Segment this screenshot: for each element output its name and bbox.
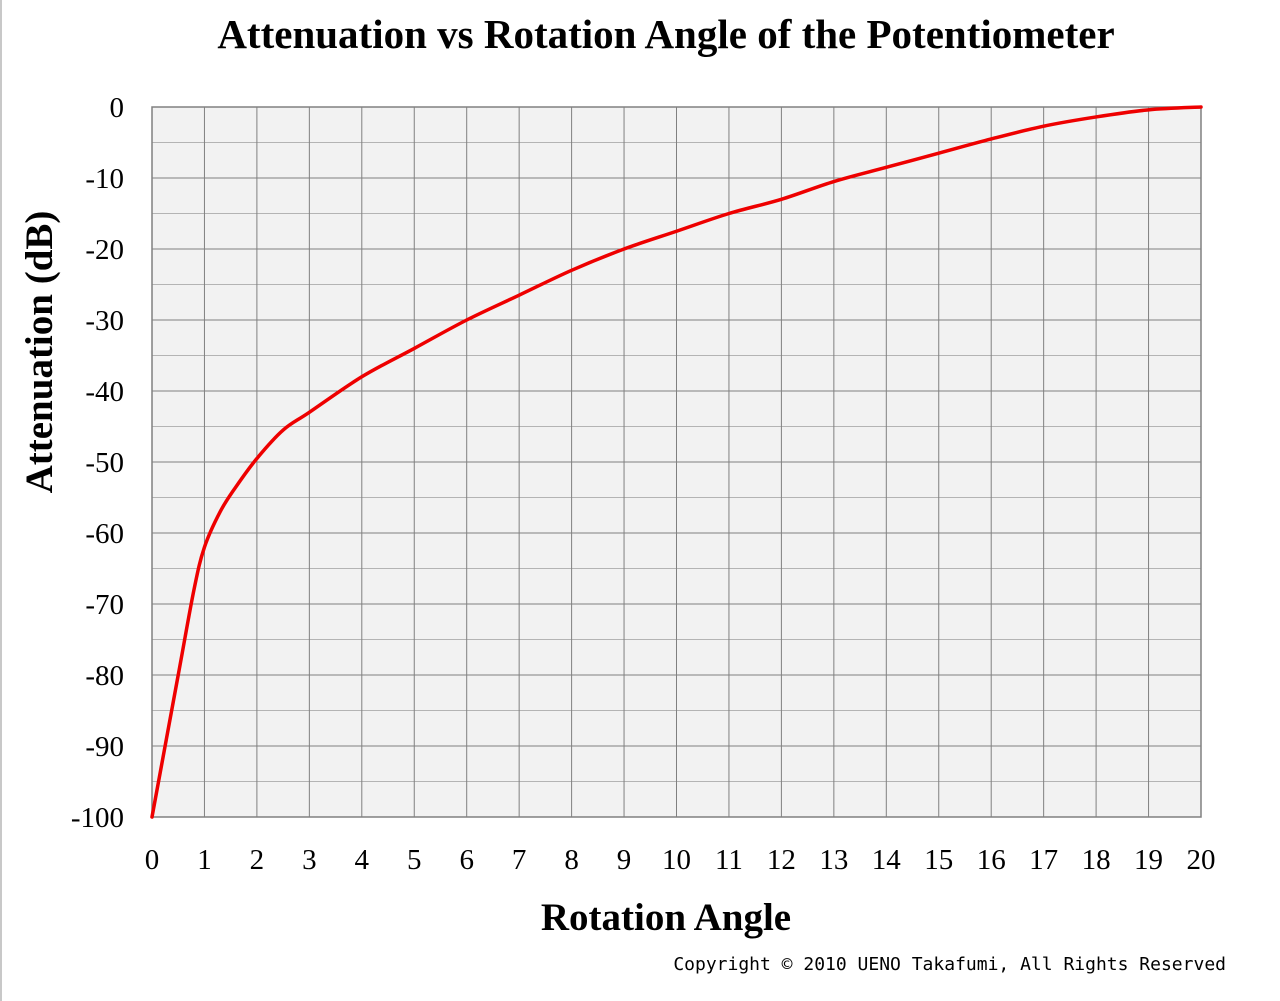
plot-frame: [151, 106, 1202, 818]
x-tick-label: 20: [1187, 844, 1216, 876]
x-tick-label: 1: [197, 844, 212, 876]
y-tick-label: -50: [85, 447, 124, 479]
x-tick-label: 6: [459, 844, 474, 876]
y-tick-label: -30: [85, 305, 124, 337]
x-tick-label: 14: [872, 844, 902, 876]
x-tick-label: 11: [715, 844, 743, 876]
x-axis-title: Rotation Angle: [541, 896, 791, 939]
x-tick-label: 16: [977, 844, 1006, 876]
grid: [152, 107, 1201, 817]
x-tick-label: 18: [1082, 844, 1111, 876]
x-tick-label: 3: [302, 844, 317, 876]
x-tick-label: 7: [512, 844, 527, 876]
x-tick-label: 12: [767, 844, 796, 876]
x-axis: 0 1 2 3 4 5 6 7 8 9 10 11 12 13 14 15 16 17 18 19 20: [145, 844, 1216, 876]
y-axis-title: Attenuation (dB): [18, 211, 61, 494]
chart-title: Attenuation vs Rotation Angle of the Pot…: [217, 11, 1114, 57]
y-axis: 0 -10 -20 -30 -40 -50 -60 -70 -80 -90 -100: [71, 92, 124, 834]
y-tick-label: -40: [85, 376, 124, 408]
x-tick-label: 5: [407, 844, 422, 876]
series-layer: [150, 105, 1203, 819]
y-tick-label: -60: [85, 518, 124, 550]
x-tick-label: 4: [355, 844, 370, 876]
x-tick-label: 2: [250, 844, 265, 876]
y-tick-label: -100: [71, 802, 124, 834]
x-tick-label: 17: [1029, 844, 1058, 876]
y-tick-label: 0: [110, 92, 125, 124]
x-tick-label: 9: [617, 844, 632, 876]
left-border: [0, 0, 2, 1001]
y-tick-label: -80: [85, 660, 124, 692]
x-tick-label: 19: [1134, 844, 1163, 876]
attenuation-series-line: [150, 105, 1203, 819]
x-tick-label: 13: [819, 844, 848, 876]
y-tick-label: -10: [85, 163, 124, 195]
copyright-notice: Copyright © 2010 UENO Takafumi, All Righ…: [673, 954, 1226, 975]
x-tick-label: 10: [662, 844, 691, 876]
y-tick-label: -70: [85, 589, 124, 621]
x-tick-label: 0: [145, 844, 160, 876]
x-tick-label: 8: [564, 844, 579, 876]
x-tick-label: 15: [924, 844, 953, 876]
y-tick-label: -90: [85, 731, 124, 763]
y-tick-label: -20: [85, 234, 124, 266]
